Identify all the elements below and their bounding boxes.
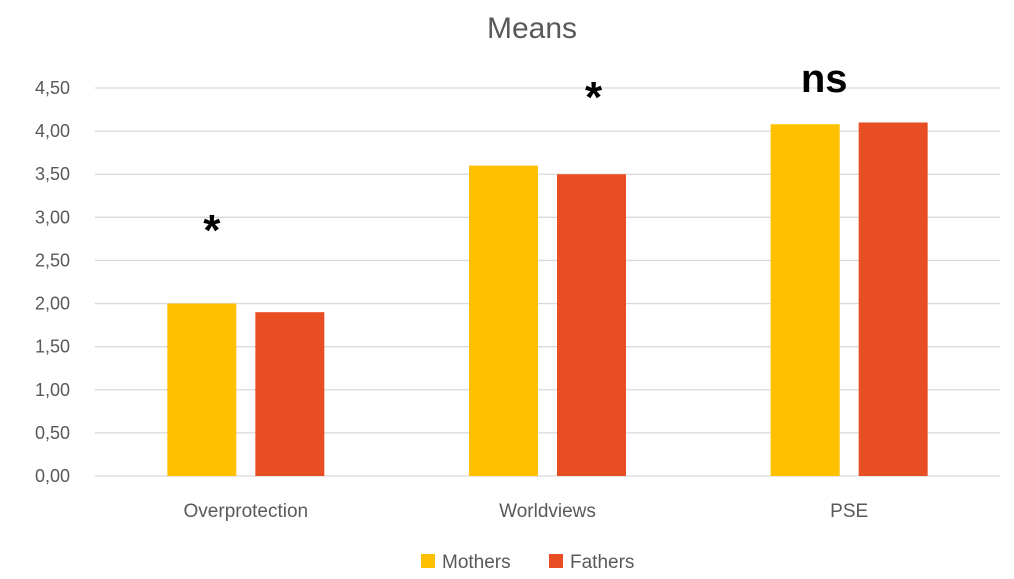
bar-mothers-worldviews [469,165,538,476]
y-tick-label: 4,00 [35,121,70,141]
chart-title: Means [487,12,577,45]
legend-label-mothers: Mothers [442,552,511,573]
y-axis-ticks: 0,00 0,50 1,00 1,50 2,00 2,50 3,00 3,50 4,00 4,50 [35,78,70,486]
bar-fathers-pse [858,122,928,476]
legend: Mothers Fathers [421,552,634,573]
bars [167,122,928,477]
x-axis-categories: Overprotection Worldviews PSE [184,501,869,522]
significance-annotation: * [585,73,603,122]
y-tick-label: 3,50 [35,164,70,184]
x-category-label: Overprotection [184,501,309,522]
gridlines [95,87,1000,477]
y-tick-label: 1,00 [35,380,70,400]
bar-fathers-overprotection [255,312,325,476]
y-tick-label: 2,00 [35,294,70,314]
legend-label-fathers: Fathers [570,552,634,573]
legend-swatch-mothers [421,554,435,568]
y-tick-label: 4,50 [35,78,70,98]
bar-fathers-worldviews [557,174,626,476]
y-tick-label: 3,00 [35,207,70,227]
y-tick-label: 0,50 [35,423,70,443]
bar-mothers-pse [770,124,840,477]
significance-annotations: * * ns [203,57,847,255]
significance-annotation: * [203,206,221,255]
y-tick-label: 0,00 [35,466,70,486]
significance-annotation: ns [801,57,848,101]
x-category-label: PSE [830,501,868,522]
bar-mothers-overprotection [167,303,237,476]
y-tick-label: 1,50 [35,337,70,357]
legend-swatch-fathers [549,554,563,568]
y-tick-label: 2,50 [35,250,70,270]
x-category-label: Worldviews [499,501,596,522]
